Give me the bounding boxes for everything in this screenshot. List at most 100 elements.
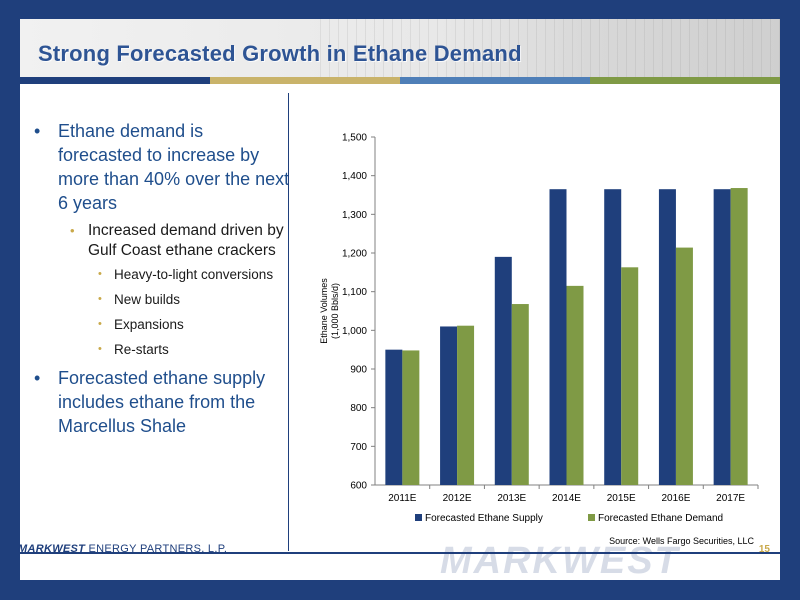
x-tick-label: 2012E <box>443 493 472 504</box>
page-number: 15 <box>758 544 770 555</box>
bullet-item: • Forecasted ethane supply includes ethan… <box>30 366 292 438</box>
slide-title: Strong Forecasted Growth in Ethane Deman… <box>38 41 522 66</box>
title-texture-stripe <box>725 19 726 77</box>
title-texture-stripe <box>491 19 492 77</box>
x-tick-label: 2015E <box>607 493 636 504</box>
bullet-dot-icon: • <box>34 368 41 388</box>
y-tick-label: 900 <box>350 365 367 376</box>
bar-supply <box>494 256 512 485</box>
title-texture-stripe <box>590 19 591 77</box>
title-texture-stripe <box>545 19 546 77</box>
bar-demand <box>675 247 693 485</box>
title-texture-stripe <box>446 19 447 77</box>
legend-label-supply: Forecasted Ethane Supply <box>425 513 543 524</box>
bullet-item: • New builds <box>30 291 292 308</box>
title-texture-stripe <box>671 19 672 77</box>
bullet-text: Re-starts <box>114 342 169 357</box>
bar-demand <box>402 350 420 485</box>
y-tick-label: 600 <box>350 481 367 492</box>
title-texture-stripe <box>482 19 483 77</box>
title-texture-stripe <box>518 19 519 77</box>
y-axis-title-line2: (1,000 Bbls/d) <box>330 283 340 339</box>
y-tick-label: 1,100 <box>342 287 367 298</box>
color-bar-blue <box>400 77 590 84</box>
bullet-item: • Increased demand driven by Gulf Coast e… <box>30 221 292 260</box>
bar-supply <box>658 189 676 485</box>
y-tick-label: 1,500 <box>342 133 367 144</box>
company-logo: MARKWEST ENERGY PARTNERS, L.P. <box>18 543 227 555</box>
title-texture-stripe <box>455 19 456 77</box>
title-texture-stripe <box>752 19 753 77</box>
bullet-text: Expansions <box>114 317 184 332</box>
y-tick-label: 800 <box>350 403 367 414</box>
title-color-bar <box>20 77 780 84</box>
title-texture-stripe <box>428 19 429 77</box>
legend-swatch-demand <box>588 514 595 521</box>
x-tick-label: 2017E <box>716 493 745 504</box>
bullet-dot-icon: • <box>98 268 102 280</box>
title-texture-stripe <box>437 19 438 77</box>
bar-supply <box>713 189 731 485</box>
title-texture-stripe <box>599 19 600 77</box>
title-texture-stripe <box>374 19 375 77</box>
company-logo-rest: ENERGY PARTNERS, L.P. <box>85 543 228 555</box>
y-tick-label: 1,000 <box>342 326 367 337</box>
bullet-dot-icon: • <box>98 293 102 305</box>
title-texture-stripe <box>527 19 528 77</box>
title-band: Strong Forecasted Growth in Ethane Deman… <box>20 19 780 77</box>
x-tick-label: 2011E <box>388 493 417 504</box>
title-texture-stripe <box>608 19 609 77</box>
x-tick-label: 2013E <box>497 493 526 504</box>
title-texture-stripe <box>707 19 708 77</box>
title-texture-stripe <box>644 19 645 77</box>
title-texture-stripe <box>761 19 762 77</box>
title-texture-stripe <box>347 19 348 77</box>
ethane-chart: 600 700 800 900 1,000 1,100 1,200 1,300 1,400 1,5… <box>319 133 759 524</box>
title-texture-stripe <box>635 19 636 77</box>
title-texture-stripe <box>662 19 663 77</box>
title-texture-stripe <box>320 19 321 77</box>
source-note: Source: Wells Fargo Securities, LLC <box>609 536 754 546</box>
footer-rule <box>20 552 780 554</box>
title-texture-stripe <box>410 19 411 77</box>
title-texture-stripe <box>743 19 744 77</box>
y-tick-label: 1,300 <box>342 210 367 221</box>
bullet-item: • Expansions <box>30 316 292 333</box>
bullet-text: Heavy-to-light conversions <box>114 267 274 282</box>
legend-label-demand: Forecasted Ethane Demand <box>598 513 723 524</box>
x-tick-label: 2014E <box>552 493 581 504</box>
bar-demand <box>566 285 584 485</box>
title-texture-stripe <box>392 19 393 77</box>
title-texture-stripe <box>365 19 366 77</box>
color-bar-green <box>590 77 780 84</box>
title-texture-stripe <box>680 19 681 77</box>
bar-demand <box>511 304 529 485</box>
bullet-list: • Ethane demand is forecasted to increase… <box>30 119 292 444</box>
vertical-divider <box>288 93 289 551</box>
watermark-logo: MARKWEST <box>440 540 680 580</box>
bullet-item: • Re-starts <box>30 341 292 358</box>
bar-supply <box>385 349 403 485</box>
company-logo-bold: MARKWEST <box>18 543 86 555</box>
bullet-text: Forecasted ethane supply includes ethane… <box>58 368 266 436</box>
bullet-item: • Heavy-to-light conversions <box>30 266 292 283</box>
title-texture-stripe <box>626 19 627 77</box>
bullet-dot-icon: • <box>98 318 102 330</box>
title-texture-stripe <box>689 19 690 77</box>
title-texture-stripe <box>617 19 618 77</box>
bar-supply <box>549 189 567 485</box>
x-tick-label: 2016E <box>661 493 690 504</box>
title-texture-stripe <box>581 19 582 77</box>
title-texture-stripe <box>734 19 735 77</box>
bar-supply <box>440 326 458 485</box>
bullet-dot-icon: • <box>98 343 102 355</box>
legend-swatch-supply <box>415 514 422 521</box>
bar-demand <box>730 188 748 485</box>
title-texture-stripe <box>419 19 420 77</box>
bullet-item: • Ethane demand is forecasted to increase… <box>30 119 292 215</box>
title-texture-stripe <box>770 19 771 77</box>
title-texture-stripe <box>563 19 564 77</box>
bullet-text: Ethane demand is forecasted to increase … <box>58 121 290 213</box>
bar-demand <box>621 267 639 485</box>
title-texture-stripe <box>572 19 573 77</box>
